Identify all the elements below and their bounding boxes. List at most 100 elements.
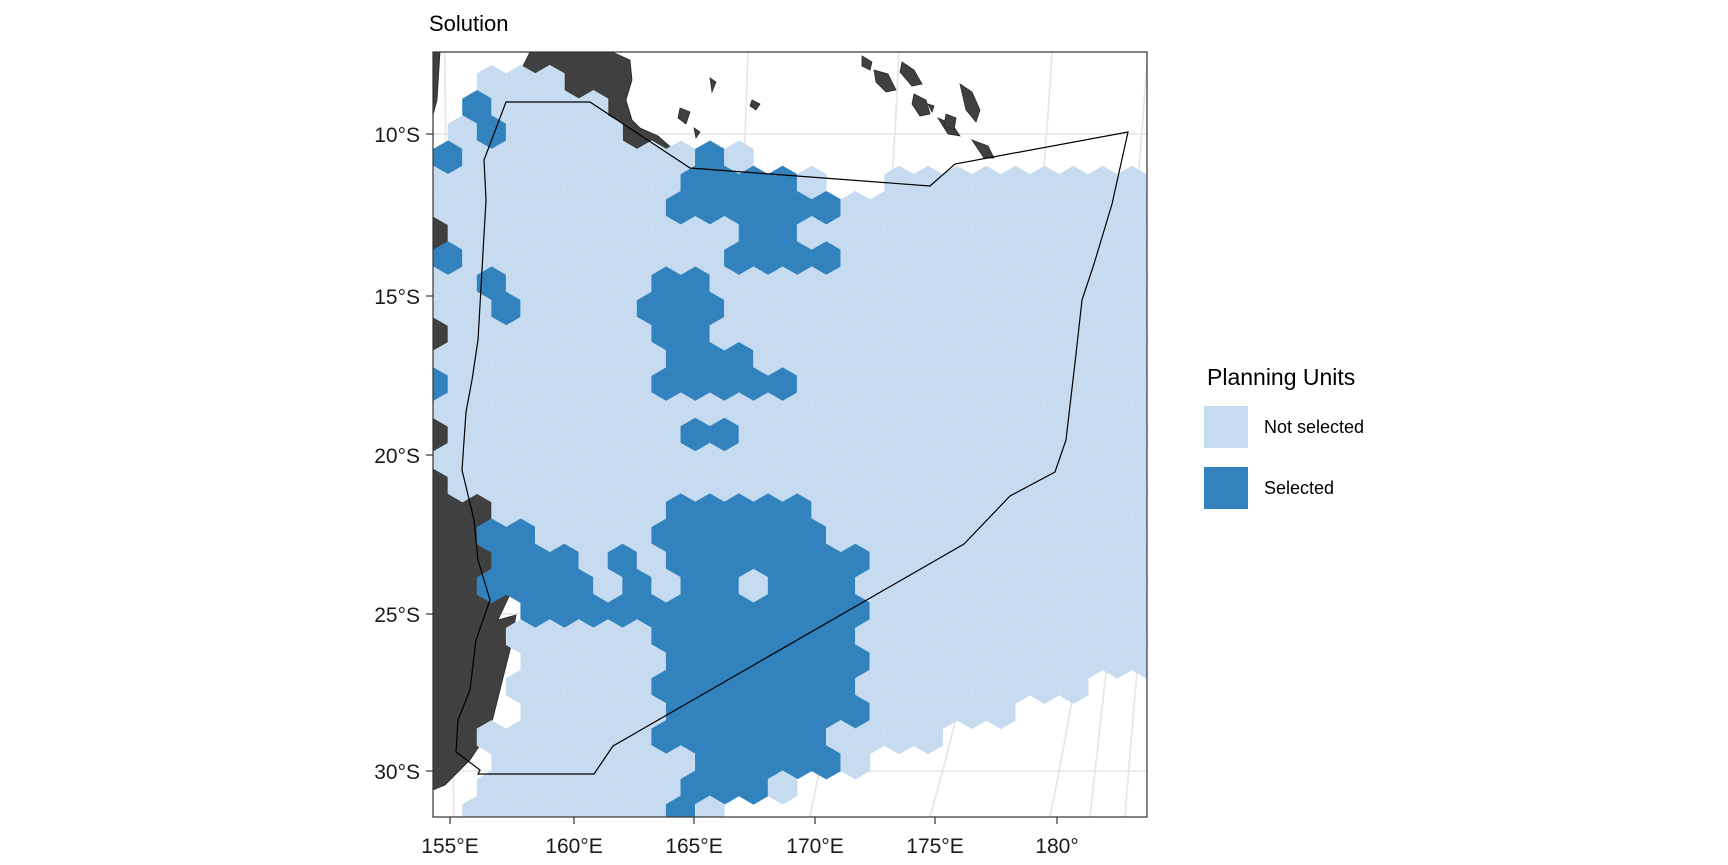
island-makira [970,139,995,159]
planning-unit-not-selected [1379,368,1408,402]
planning-unit-selected [1437,216,1466,250]
legend-key-not-selected [1204,406,1248,448]
planning-unit-not-selected [1146,375,1147,394]
study-area-boundary [455,101,1129,775]
planning-unit-not-selected [1365,393,1394,427]
island-d-entrecasteaux [677,107,691,125]
planning-unit-selected [1452,191,1481,225]
y-tick-label: 30°S [374,761,420,784]
planning-unit-not-selected [1234,317,1263,351]
planning-unit-selected [1321,166,1350,200]
planning-unit-not-selected [1408,317,1437,351]
planning-unit-selected [1350,216,1379,250]
planning-unit-not-selected [477,821,506,855]
island-guadalcanal [943,113,957,131]
planning-unit-not-selected [1365,342,1394,376]
planning-unit-not-selected [1176,620,1205,654]
planning-unit-selected [1350,267,1379,301]
planning-unit-not-selected [1176,468,1205,502]
planning-unit-not-selected [1408,368,1437,402]
planning-unit-not-selected [1394,342,1423,376]
planning-unit-selected [1263,519,1292,553]
planning-unit-not-selected [1394,443,1423,477]
planning-unit-not-selected [1481,191,1510,225]
planning-unit-not-selected [1146,173,1147,192]
planning-unit-not-selected [1277,544,1306,578]
planning-unit-selected [1394,141,1423,175]
planning-unit-not-selected [1365,494,1394,528]
legend-label-selected: Selected [1264,478,1334,498]
planning-unit-not-selected [1176,418,1205,452]
planning-unit-not-selected [1365,443,1394,477]
planning-unit-selected [1467,116,1496,150]
planning-unit-not-selected [1205,519,1234,553]
legend-label-not-selected: Not selected [1264,417,1364,437]
planning-unit-not-selected [1408,116,1437,150]
planning-unit-selected [1336,242,1365,276]
y-tick-label: 15°S [374,286,420,309]
planning-unit-not-selected [1379,468,1408,502]
planning-unit-selected [1306,191,1335,225]
y-tick-label: 20°S [374,445,420,468]
island-malaita [959,83,981,123]
planning-unit-selected [1277,292,1306,326]
planning-unit-selected [1292,216,1321,250]
planning-unit-selected [1263,267,1292,301]
planning-unit-selected [1437,267,1466,301]
legend: Planning Units Not selected Selected [1204,364,1364,509]
planning-unit-not-selected [1161,242,1190,276]
planning-unit-not-selected [1219,242,1248,276]
x-tick-label: 170°E [786,835,843,858]
planning-unit-not-selected [1146,324,1147,344]
planning-unit-selected [1394,292,1423,326]
planning-unit-not-selected [840,745,871,780]
planning-unit-not-selected [1248,443,1277,477]
planning-unit-selected [1423,242,1452,276]
planning-unit-selected [1481,141,1510,175]
planning-unit-not-selected [1350,468,1379,502]
planning-unit-not-selected [985,694,1016,730]
planning-unit-not-selected [1176,317,1205,351]
planning-unit-not-selected [1146,576,1147,596]
planning-unit-not-selected [1161,443,1190,477]
planning-unit-not-selected [1219,292,1248,326]
planning-unit-not-selected [1248,292,1277,326]
planning-unit-not-selected [1161,393,1190,427]
planning-unit-selected [1306,494,1335,528]
planning-unit-selected [1277,443,1306,477]
planning-unit-not-selected [1176,166,1205,200]
x-tick-label: 155°E [421,835,478,858]
island-solomons-b [873,69,897,93]
planning-unit-not-selected [1234,569,1263,603]
planning-unit-selected [1379,267,1408,301]
planning-unit-selected [1306,443,1335,477]
planning-unit-selected [1394,242,1423,276]
planning-unit-not-selected [1321,519,1350,553]
planning-unit-selected [1263,317,1292,351]
planning-unit-not-selected [1176,519,1205,553]
planning-unit-not-selected [1205,620,1234,654]
planning-unit-not-selected [1146,425,1147,444]
planning-unit-not-selected [767,770,798,805]
planning-unit-not-selected [1190,544,1219,578]
planning-unit-selected [1248,494,1277,528]
planning-unit-selected [1321,216,1350,250]
planning-unit-not-selected [1248,242,1277,276]
planning-unit-not-selected [1263,166,1292,200]
island-solomons-d [911,93,931,117]
planning-unit-not-selected [506,821,535,855]
panel-border [432,51,1148,818]
planning-unit-not-selected [1423,342,1452,376]
planning-unit-not-selected [1423,393,1452,427]
planning-unit-not-selected [1190,191,1219,225]
planning-unit-not-selected [1205,216,1234,250]
planning-unit-not-selected [1176,368,1205,402]
planning-unit-not-selected [1379,317,1408,351]
australia-landmass [433,52,441,116]
planning-unit-not-selected [1234,267,1263,301]
planning-unit-selected [1336,494,1365,528]
planning-unit-not-selected [608,846,637,865]
planning-unit-selected [1394,191,1423,225]
planning-unit-not-selected [1394,393,1423,427]
